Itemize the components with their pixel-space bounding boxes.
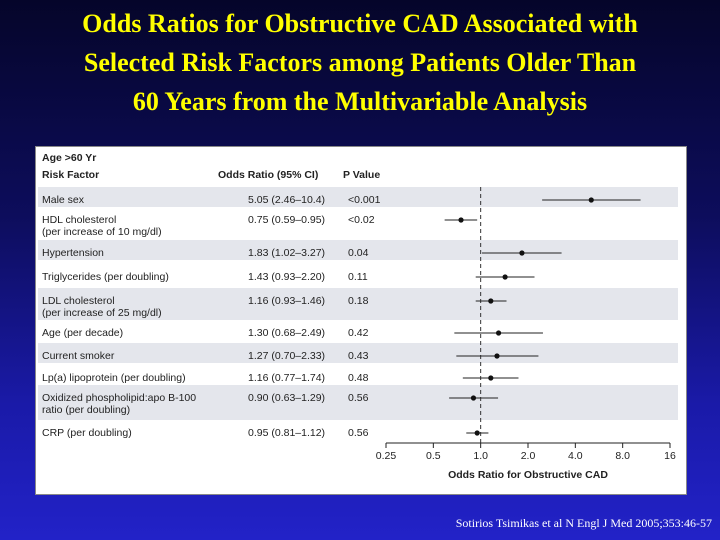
p-value-label: 0.42 — [348, 327, 369, 339]
title-line-1: Odds Ratios for Obstructive CAD Associat… — [82, 9, 638, 38]
risk-factor-label: Triglycerides (per doubling) — [42, 271, 169, 283]
risk-factor-label: Oxidized phospholipid:apo B-100 — [42, 392, 196, 404]
x-axis-label: Odds Ratio for Obstructive CAD — [448, 469, 608, 481]
row-stripe — [38, 288, 678, 320]
row-stripe — [38, 187, 678, 207]
citation: Sotirios Tsimikas et al N Engl J Med 200… — [455, 516, 712, 530]
p-value-label: 0.43 — [348, 350, 369, 362]
slide-title: Odds Ratios for Obstructive CAD Associat… — [0, 4, 720, 121]
odds-ratio-label: 5.05 (2.46–10.4) — [248, 194, 325, 206]
or-point — [502, 274, 508, 280]
p-value-label: 0.18 — [348, 295, 369, 307]
header-risk-factor: Risk Factor — [42, 169, 99, 181]
p-value-label: <0.001 — [348, 194, 381, 206]
risk-factor-label: Hypertension — [42, 247, 104, 259]
odds-ratio-label: 0.75 (0.59–0.95) — [248, 214, 325, 226]
or-point — [495, 330, 502, 336]
row-stripe — [38, 385, 678, 420]
risk-factor-label: Age (per decade) — [42, 327, 123, 339]
forest-plot-svg: Age >60 Yr Risk Factor Odds Ratio (95% CI)… — [38, 152, 678, 481]
title-line-3: 60 Years from the Multivariable Analysis — [132, 87, 588, 116]
x-tick-label: 2.0 — [521, 450, 536, 462]
group-label: Age >60 Yr — [42, 152, 96, 164]
odds-ratio-label: 1.30 (0.68–2.49) — [248, 327, 325, 339]
p-value-label: 0.56 — [348, 427, 369, 439]
x-tick-label: 1.0 — [473, 450, 488, 462]
x-tick-label: 0.5 — [426, 450, 441, 462]
x-tick-label: 16 — [664, 450, 676, 462]
p-value-label: <0.02 — [348, 214, 375, 226]
x-tick-label: 8.0 — [615, 450, 630, 462]
risk-factor-label: Male sex — [42, 194, 85, 206]
or-point — [494, 353, 500, 359]
x-tick-label: 0.25 — [376, 450, 397, 462]
odds-ratio-label: 0.90 (0.63–1.29) — [248, 392, 325, 404]
risk-factor-label: Lp(a) lipoprotein (per doubling) — [42, 372, 186, 384]
p-value-label: 0.56 — [348, 392, 369, 404]
risk-factor-label: (per increase of 25 mg/dl) — [42, 307, 162, 319]
odds-ratio-label: 1.27 (0.70–2.33) — [248, 350, 325, 362]
row-stripe — [38, 240, 678, 260]
or-point — [458, 217, 464, 223]
or-point — [474, 430, 480, 436]
or-point — [519, 250, 525, 256]
odds-ratio-label: 0.95 (0.81–1.12) — [248, 427, 325, 439]
p-value-label: 0.48 — [348, 372, 369, 384]
row-stripe — [38, 343, 678, 363]
or-point — [588, 197, 594, 203]
odds-ratio-label: 1.83 (1.02–3.27) — [248, 247, 325, 259]
risk-factor-label: LDL cholesterol — [42, 295, 115, 307]
odds-ratio-label: 1.43 (0.93–2.20) — [248, 271, 325, 283]
risk-factor-label: Current smoker — [42, 350, 115, 362]
or-point — [488, 375, 494, 381]
header-odds-ratio: Odds Ratio (95% CI) — [218, 169, 318, 181]
header-p-value: P Value — [343, 169, 380, 181]
p-value-label: 0.04 — [348, 247, 369, 259]
risk-factor-label: (per increase of 10 mg/dl) — [42, 226, 162, 238]
x-tick-label: 4.0 — [568, 450, 583, 462]
forest-plot-figure: Age >60 Yr Risk Factor Odds Ratio (95% CI)… — [35, 146, 687, 495]
or-point — [488, 298, 494, 304]
odds-ratio-label: 1.16 (0.77–1.74) — [248, 372, 325, 384]
title-line-2: Selected Risk Factors among Patients Old… — [83, 48, 637, 77]
risk-factor-label: HDL cholesterol — [42, 214, 116, 226]
or-point — [470, 395, 477, 401]
risk-factor-label: CRP (per doubling) — [42, 427, 132, 439]
p-value-label: 0.11 — [348, 271, 368, 283]
odds-ratio-label: 1.16 (0.93–1.46) — [248, 295, 325, 307]
risk-factor-label: ratio (per doubling) — [42, 404, 130, 416]
